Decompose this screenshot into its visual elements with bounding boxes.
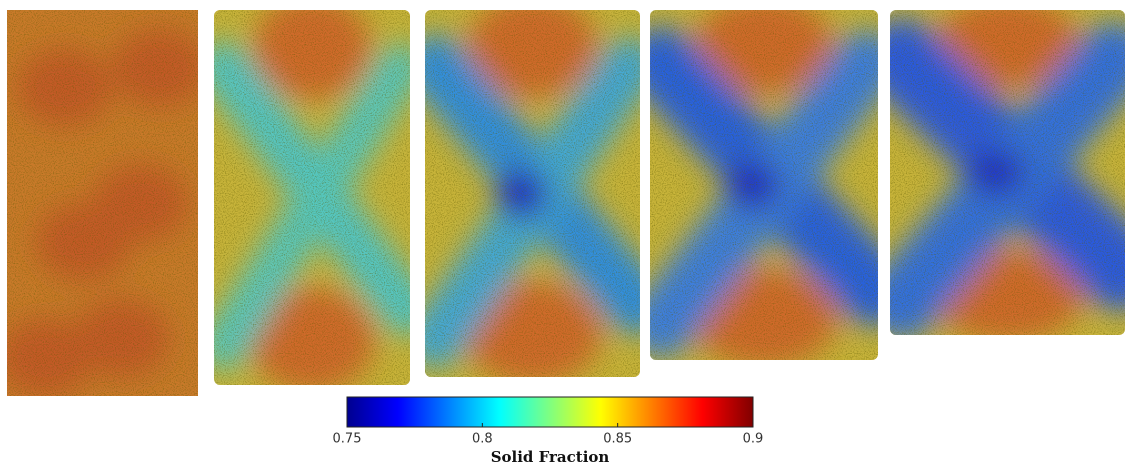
panel xyxy=(7,10,198,396)
colorbar-label: Solid Fraction xyxy=(491,448,610,465)
colorbar-tick-label: 0.8 xyxy=(472,432,493,447)
colorbar-tick-label: 0.85 xyxy=(603,432,632,447)
colorbar xyxy=(346,396,754,428)
panel xyxy=(214,10,410,385)
panel xyxy=(890,10,1125,335)
colorbar-tick-label: 0.75 xyxy=(333,432,362,447)
panel xyxy=(650,10,878,360)
colorbar-tick-label: 0.9 xyxy=(743,432,764,447)
panels xyxy=(7,10,1125,396)
panel xyxy=(425,10,640,377)
